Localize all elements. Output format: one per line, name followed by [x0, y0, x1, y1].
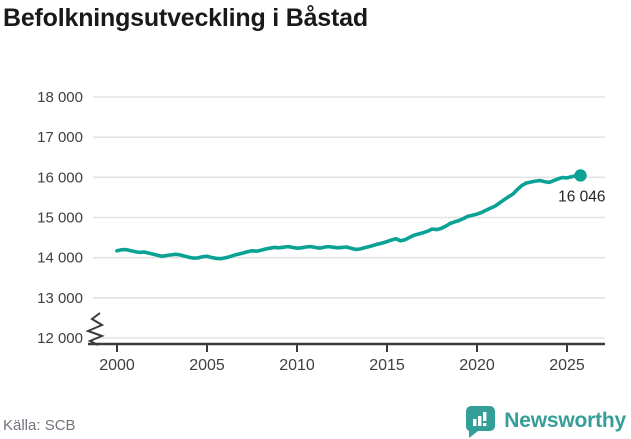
axis-break-icon: [85, 312, 105, 346]
brand-name: Newsworthy: [504, 409, 626, 432]
y-tick-label: 12 000: [37, 330, 83, 347]
source-label: Källa: SCB: [3, 417, 76, 434]
x-tick-label: 2005: [189, 357, 225, 374]
chart-footer: Källa: SCB Newsworthy: [0, 402, 631, 439]
endpoint-marker: [574, 169, 587, 182]
x-tick-label: 2010: [279, 357, 315, 374]
x-tick-label: 2000: [99, 357, 135, 374]
y-tick-label: 18 000: [37, 89, 83, 106]
brand-logo: Newsworthy: [465, 404, 626, 438]
population-line: [115, 173, 583, 261]
y-tick-label: 13 000: [37, 290, 83, 307]
y-tick-label: 15 000: [37, 210, 83, 227]
endpoint-value-label: 16 046: [558, 188, 605, 205]
chart-title: Befolkningsutveckling i Båstad: [3, 4, 368, 32]
x-tick-label: 2015: [369, 357, 405, 374]
newsworthy-logo-icon: [466, 405, 496, 438]
y-tick-label: 16 000: [37, 169, 83, 186]
population-line-chart: 12 000 13 000 14 000 15 000 16 000 17 000 18 0…: [37, 89, 605, 374]
y-tick-label: 14 000: [37, 250, 83, 267]
x-tick-label: 2025: [549, 357, 585, 374]
y-tick-label: 17 000: [37, 129, 83, 146]
x-tick-label: 2020: [459, 357, 495, 374]
